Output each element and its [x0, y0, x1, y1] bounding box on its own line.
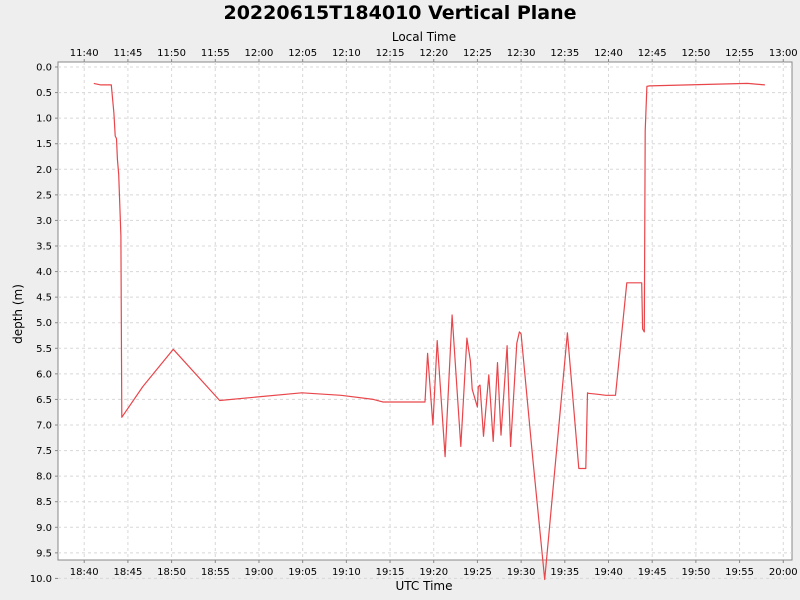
y-tick-label: 10.0 — [30, 574, 52, 585]
x-tick-label: 19:05 — [288, 567, 317, 578]
series-layer — [93, 82, 765, 581]
y-tick-label: 6.0 — [36, 369, 52, 380]
x2-tick-label: 12:05 — [288, 48, 317, 59]
chart-title: 20220615T184010 Vertical Plane — [223, 2, 576, 24]
x2-tick-label: 12:50 — [681, 48, 710, 59]
x2-tick-label: 12:15 — [376, 48, 405, 59]
x-tick-label: 19:00 — [245, 567, 274, 578]
axis-ticks: 0.0 0.5 1.0 1.5 2.0 2.5 3.0 3.5 4.0 4.5 5.0 5.5 6.0 6… — [30, 48, 798, 585]
y-tick-label: 9.0 — [36, 523, 52, 534]
grid-lines — [58, 62, 792, 579]
y-tick-label: 2.5 — [36, 190, 52, 201]
y-tick-label: 3.5 — [36, 242, 52, 253]
x2-tick-label: 12:30 — [507, 48, 536, 59]
y-tick-label: 0.5 — [36, 88, 52, 99]
x2-tick-label: 12:40 — [594, 48, 623, 59]
x2-tick-label: 11:40 — [70, 48, 99, 59]
x2-tick-label: 11:45 — [113, 48, 142, 59]
x-tick-label: 20:00 — [769, 567, 798, 578]
y-tick-label: 8.0 — [36, 472, 52, 483]
x-tick-label: 19:55 — [725, 567, 754, 578]
x-tick-label: 18:40 — [70, 567, 99, 578]
y-tick-label: 4.5 — [36, 293, 52, 304]
y-tick-label: 2.0 — [36, 165, 52, 176]
x-tick-label: 19:25 — [463, 567, 492, 578]
x-tick-label: 19:10 — [332, 567, 361, 578]
x-tick-label: 19:50 — [681, 567, 710, 578]
y-tick-label: 9.5 — [36, 548, 52, 559]
utc-time-axis-title: UTC Time — [396, 579, 453, 593]
x2-tick-label: 12:35 — [550, 48, 579, 59]
x-tick-label: 19:45 — [638, 567, 667, 578]
x-tick-label: 19:40 — [594, 567, 623, 578]
x2-tick-label: 12:20 — [419, 48, 448, 59]
x-tick-label: 18:55 — [201, 567, 230, 578]
x2-tick-label: 13:00 — [769, 48, 798, 59]
x2-tick-label: 12:10 — [332, 48, 361, 59]
depth-axis-title: depth (m) — [11, 284, 25, 344]
local-time-axis-title: Local Time — [392, 30, 456, 44]
x2-tick-label: 12:25 — [463, 48, 492, 59]
y-tick-label: 1.5 — [36, 139, 52, 150]
x-tick-label: 18:45 — [113, 567, 142, 578]
x2-tick-label: 12:45 — [638, 48, 667, 59]
x2-tick-label: 11:55 — [201, 48, 230, 59]
y-tick-label: 0.0 — [36, 63, 52, 74]
x-tick-label: 19:15 — [376, 567, 405, 578]
y-tick-label: 1.0 — [36, 114, 52, 125]
y-tick-label: 7.5 — [36, 446, 52, 457]
plot-area — [57, 61, 793, 561]
x-tick-label: 19:20 — [419, 567, 448, 578]
x2-tick-label: 12:00 — [245, 48, 274, 59]
x-tick-label: 19:30 — [507, 567, 536, 578]
x-tick-label: 18:50 — [157, 567, 186, 578]
y-tick-label: 4.0 — [36, 267, 52, 278]
y-tick-label: 3.0 — [36, 216, 52, 227]
y-tick-label: 5.5 — [36, 344, 52, 355]
y-tick-label: 7.0 — [36, 421, 52, 432]
depth-series-line — [93, 82, 765, 581]
x2-tick-label: 12:55 — [725, 48, 754, 59]
y-tick-label: 8.5 — [36, 497, 52, 508]
x2-tick-label: 11:50 — [157, 48, 186, 59]
x-tick-label: 19:35 — [550, 567, 579, 578]
y-tick-label: 6.5 — [36, 395, 52, 406]
y-tick-label: 5.0 — [36, 318, 52, 329]
